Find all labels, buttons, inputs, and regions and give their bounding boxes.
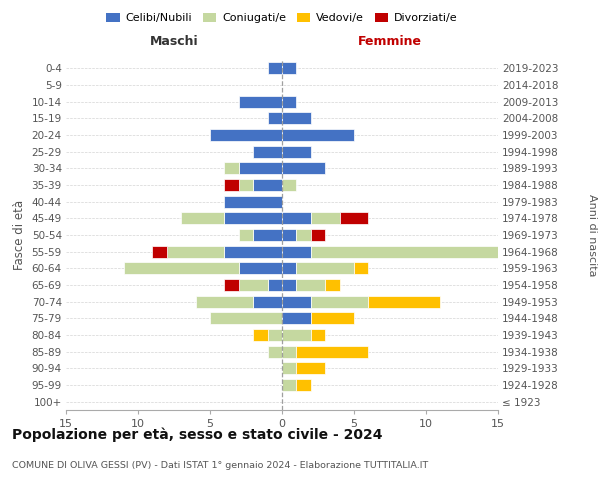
Bar (311, 312, 354, 324)
Bar (181, 212, 224, 224)
Bar (282, 146, 311, 158)
Bar (282, 162, 325, 174)
Bar (210, 129, 282, 141)
Bar (224, 196, 282, 207)
Bar (282, 379, 296, 391)
Text: Maschi: Maschi (149, 36, 199, 49)
Bar (296, 279, 325, 291)
Bar (296, 362, 325, 374)
Bar (311, 212, 340, 224)
Text: Anni di nascita: Anni di nascita (587, 194, 597, 276)
Bar (210, 312, 282, 324)
Bar (239, 229, 253, 241)
Bar (282, 62, 296, 74)
Bar (124, 262, 239, 274)
Bar (253, 229, 282, 241)
Bar (311, 329, 325, 341)
Bar (239, 96, 282, 108)
Bar (268, 329, 282, 341)
Bar (325, 279, 340, 291)
Bar (239, 179, 253, 191)
Text: Popolazione per età, sesso e stato civile - 2024: Popolazione per età, sesso e stato civil… (12, 428, 383, 442)
Bar (239, 162, 282, 174)
Bar (296, 229, 311, 241)
Bar (224, 212, 282, 224)
Bar (282, 96, 296, 108)
Bar (311, 246, 498, 258)
Bar (282, 246, 311, 258)
Bar (282, 129, 354, 141)
Bar (253, 179, 282, 191)
Bar (340, 212, 368, 224)
Bar (268, 112, 282, 124)
Bar (268, 346, 282, 358)
Bar (253, 146, 282, 158)
Bar (268, 62, 282, 74)
Bar (498, 246, 512, 258)
Bar (282, 329, 311, 341)
Bar (152, 246, 167, 258)
Bar (253, 329, 268, 341)
Text: Femmine: Femmine (358, 36, 422, 49)
Bar (224, 162, 239, 174)
Bar (282, 112, 311, 124)
Y-axis label: Fasce di età: Fasce di età (13, 200, 26, 270)
Bar (224, 279, 239, 291)
Bar (296, 262, 354, 274)
Bar (239, 262, 282, 274)
Bar (253, 296, 282, 308)
Bar (296, 379, 311, 391)
Bar (282, 279, 296, 291)
Bar (224, 246, 282, 258)
Bar (354, 262, 368, 274)
Bar (282, 212, 311, 224)
Bar (268, 279, 282, 291)
Text: COMUNE DI OLIVA GESSI (PV) - Dati ISTAT 1° gennaio 2024 - Elaborazione TUTTITALI: COMUNE DI OLIVA GESSI (PV) - Dati ISTAT … (12, 461, 428, 470)
Legend: Celibi/Nubili, Coniugati/e, Vedovi/e, Divorziati/e: Celibi/Nubili, Coniugati/e, Vedovi/e, Di… (102, 8, 462, 28)
Bar (296, 346, 368, 358)
Bar (224, 179, 239, 191)
Bar (282, 179, 296, 191)
Bar (311, 229, 325, 241)
Bar (282, 362, 296, 374)
Bar (282, 346, 296, 358)
Bar (196, 296, 253, 308)
Bar (282, 229, 296, 241)
Bar (282, 296, 311, 308)
Bar (167, 246, 224, 258)
Bar (311, 296, 368, 308)
Bar (239, 279, 268, 291)
Bar (282, 312, 311, 324)
Bar (368, 296, 440, 308)
Bar (282, 262, 296, 274)
